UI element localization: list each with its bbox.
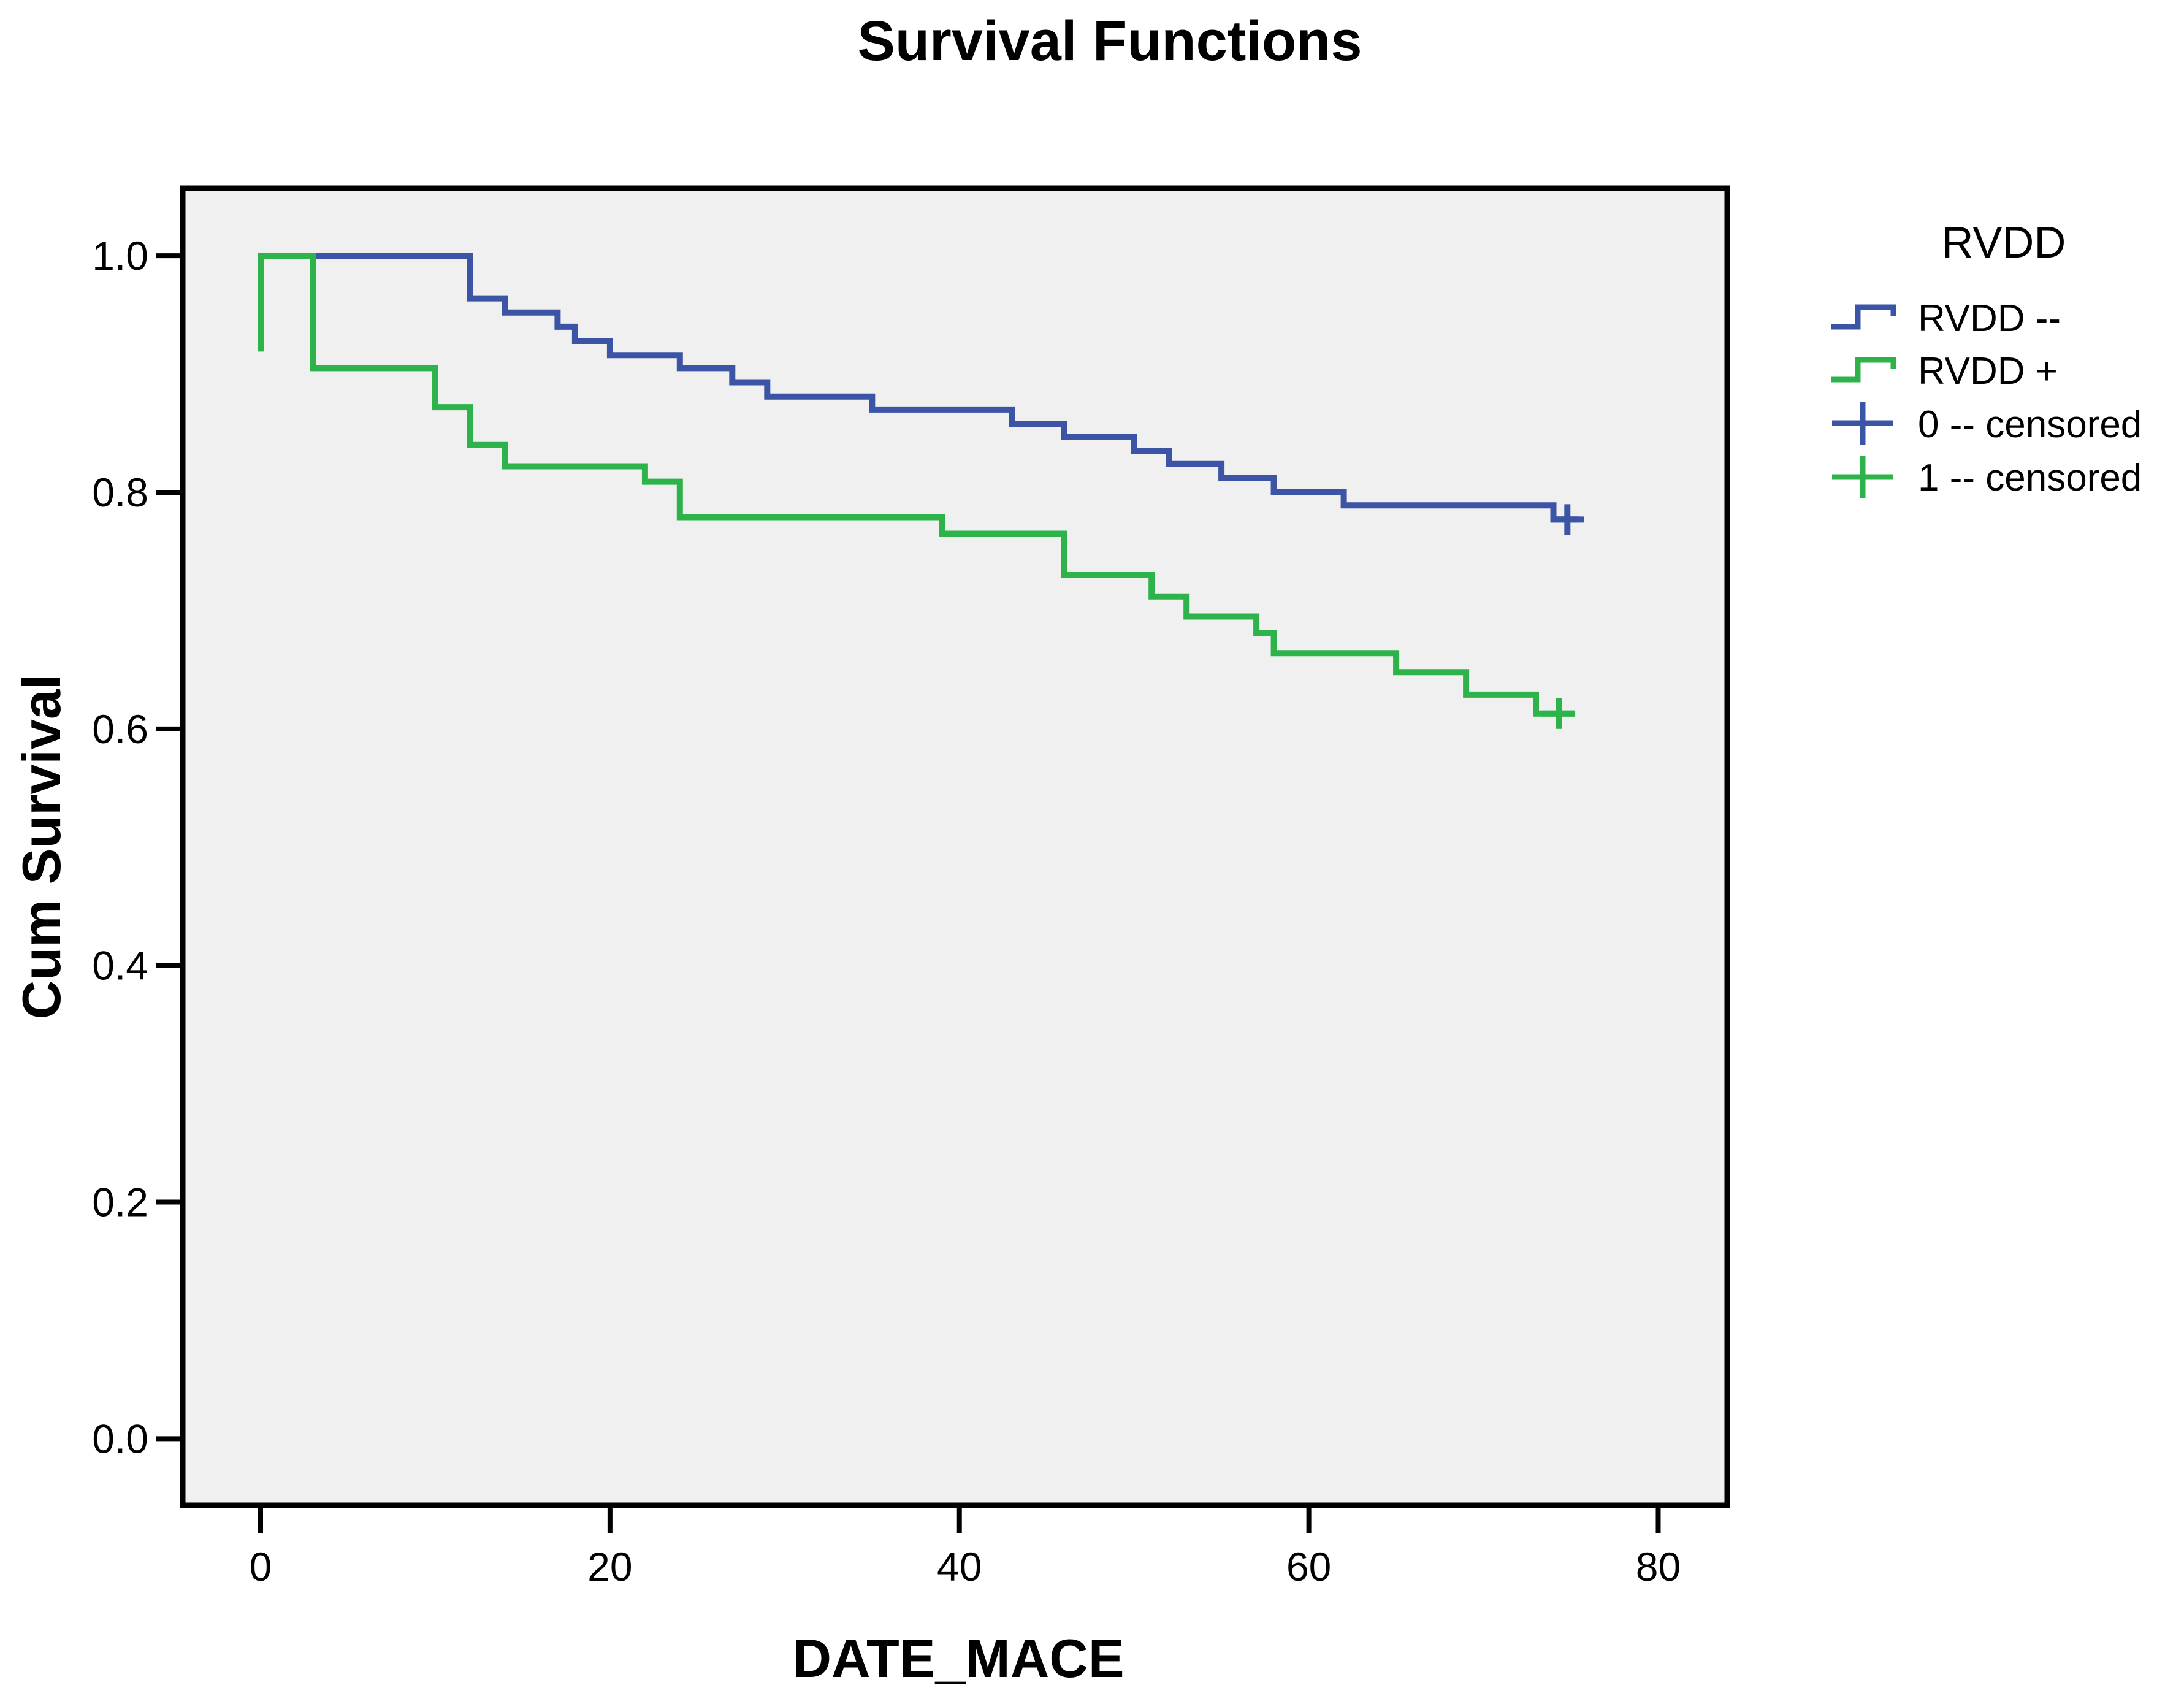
x-tick-label: 60 — [1286, 1544, 1331, 1589]
survival-curves — [258, 253, 1580, 717]
chart-title: Survival Functions — [857, 10, 1362, 72]
x-axis-title: DATE_MACE — [792, 1628, 1124, 1689]
x-tick-label: 20 — [587, 1544, 632, 1589]
x-axis-ticks — [258, 1507, 1661, 1533]
legend-item-label-censored-0: 0 -- censored — [1918, 403, 2142, 446]
legend-title: RVDD — [1942, 218, 2066, 267]
curve-rvdd- — [258, 253, 1575, 717]
legend-step-symbol — [1831, 357, 1896, 383]
y-tick-label: 0.6 — [92, 706, 148, 752]
y-axis-tick-labels: 0.0 0.2 0.4 0.6 0.8 1.0 — [92, 233, 148, 1461]
y-tick-label: 0.0 — [92, 1416, 148, 1461]
x-tick-label: 0 — [250, 1544, 272, 1589]
censor-marks — [1542, 504, 1584, 729]
legend-item-label-rvdd-neg: RVDD -- — [1918, 297, 2061, 340]
y-tick-label: 0.2 — [92, 1180, 148, 1225]
y-axis-title: Cum Survival — [11, 674, 72, 1019]
legend-item-label-rvdd-pos: RVDD + — [1918, 350, 2058, 392]
y-tick-label: 1.0 — [92, 233, 148, 278]
x-tick-label: 40 — [937, 1544, 982, 1589]
legend-step-symbol — [1831, 304, 1896, 330]
y-tick-label: 0.4 — [92, 943, 148, 988]
y-axis-ticks — [156, 253, 181, 1442]
curve-rvdd- — [261, 253, 1580, 523]
y-tick-label: 0.8 — [92, 470, 148, 515]
legend-item-label-censored-1: 1 -- censored — [1918, 457, 2142, 499]
x-axis-tick-labels: 0 20 40 60 80 — [250, 1544, 1681, 1589]
legend-symbols — [1831, 304, 1896, 498]
x-tick-label: 80 — [1636, 1544, 1681, 1589]
plot-area — [180, 185, 1730, 1508]
